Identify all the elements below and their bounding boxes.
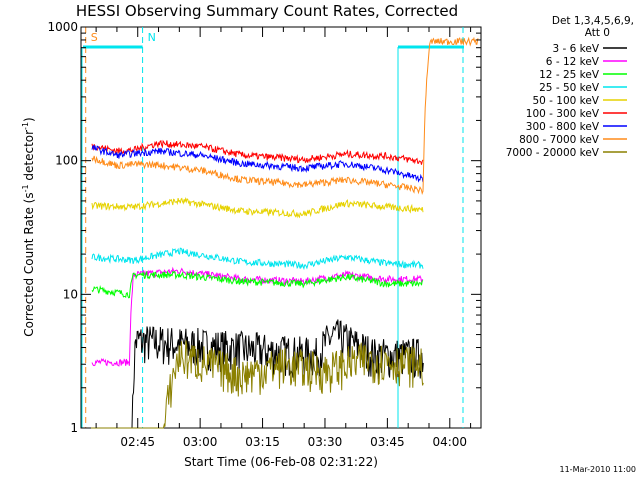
series-line-800-7000-kev [91, 36, 479, 195]
generated-timestamp: 11-Mar-2010 11:00 [560, 465, 637, 474]
legend-label-300-800-kev: 300 - 800 keV [526, 121, 600, 133]
x-tick-label: 02:45 [120, 435, 155, 449]
series-line-300-800-kev [91, 144, 424, 183]
y-axis-label-main: Corrected Count Rate (s [22, 192, 36, 336]
legend-header-2: Att 0 [585, 27, 610, 39]
legend-label-25-50-kev: 25 - 50 keV [539, 82, 600, 94]
segment-label-s: S [91, 31, 98, 44]
legend-label-100-300-kev: 100 - 300 keV [526, 108, 600, 120]
x-tick-label: 03:30 [308, 435, 343, 449]
y-tick-label: 1 [70, 421, 78, 435]
y-axis-label-end: ) [22, 117, 36, 122]
y-axis-label-sup2: -1 [21, 122, 30, 130]
x-tick-label: 03:15 [245, 435, 280, 449]
x-tick-label: 03:00 [183, 435, 218, 449]
x-axis-label: Start Time (06-Feb-08 02:31:22) [184, 455, 378, 469]
legend-label-50-100-kev: 50 - 100 keV [532, 95, 599, 107]
y-tick-label: 10 [63, 287, 78, 301]
chart-title: HESSI Observing Summary Count Rates, Cor… [76, 2, 458, 20]
series-line-100-300-kev [91, 139, 424, 165]
y-axis-label-mid: detector [22, 130, 36, 185]
y-axis-label-sup1: -1 [21, 184, 30, 192]
x-tick-label: 04:00 [432, 435, 467, 449]
series-layer [87, 36, 479, 429]
legend-header-1: Det 1,3,4,5,6,9, [552, 15, 634, 27]
segment-label-n: N [148, 31, 156, 44]
y-tick-label: 100 [55, 154, 78, 168]
series-line-3-6-kev [87, 319, 424, 429]
legend-label-6-12-kev: 6 - 12 keV [546, 56, 600, 68]
legend-label-800-7000-kev: 800 - 7000 keV [519, 134, 600, 146]
y-axis-label: Corrected Count Rate (s-1 detector-1) [21, 117, 36, 336]
legend-label-12-25-kev: 12 - 25 keV [539, 69, 600, 81]
x-tick-label: 03:45 [370, 435, 405, 449]
legend-label-7000-20000-kev: 7000 - 20000 keV [506, 147, 600, 159]
series-line-50-100-kev [91, 196, 424, 219]
series-line-12-25-kev [91, 270, 424, 299]
axes: 1 10 100 1000 02:45 03:00 03:15 03:30 03:45 04:00 [47, 20, 481, 449]
y-tick-label: 1000 [47, 20, 78, 34]
series-line-7000-20000-kev [87, 340, 424, 429]
legend-label-3-6-kev: 3 - 6 keV [552, 43, 599, 55]
series-line-25-50-kev [91, 247, 424, 271]
